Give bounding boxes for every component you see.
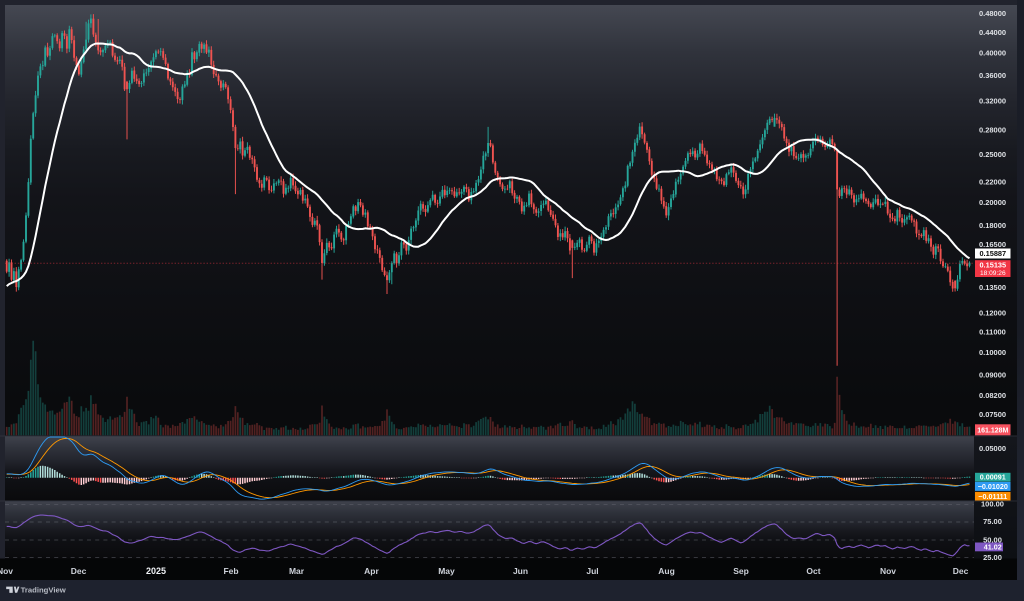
- svg-text:TradingView: TradingView: [21, 586, 66, 595]
- svg-text:Aug: Aug: [658, 566, 675, 576]
- svg-text:0.11000: 0.11000: [979, 327, 1006, 336]
- svg-text:−0.01111: −0.01111: [978, 492, 1007, 501]
- svg-text:75.00: 75.00: [983, 517, 1002, 526]
- svg-text:Jun: Jun: [513, 566, 528, 576]
- svg-text:41.02: 41.02: [984, 542, 1002, 551]
- svg-text:0.36000: 0.36000: [979, 71, 1006, 80]
- svg-text:0.07500: 0.07500: [979, 410, 1006, 419]
- svg-text:0.16500: 0.16500: [979, 240, 1006, 249]
- svg-text:0.13500: 0.13500: [979, 283, 1006, 292]
- svg-text:161.128M: 161.128M: [977, 427, 1008, 434]
- svg-text:0.10000: 0.10000: [979, 348, 1006, 357]
- svg-text:0.48000: 0.48000: [979, 9, 1006, 18]
- svg-text:0.22000: 0.22000: [979, 178, 1006, 187]
- svg-text:0.28000: 0.28000: [979, 126, 1006, 135]
- svg-text:0.44000: 0.44000: [979, 28, 1006, 37]
- svg-text:Sep: Sep: [733, 566, 749, 576]
- svg-text:Oct: Oct: [806, 566, 820, 576]
- svg-text:2025: 2025: [146, 566, 166, 576]
- svg-text:0.00091: 0.00091: [980, 473, 1006, 482]
- svg-text:0.25000: 0.25000: [979, 150, 1006, 159]
- svg-text:May: May: [438, 566, 455, 576]
- svg-text:Apr: Apr: [364, 566, 379, 576]
- svg-text:Nov: Nov: [0, 566, 13, 576]
- svg-text:Jul: Jul: [586, 566, 598, 576]
- svg-text:0.12000: 0.12000: [979, 309, 1006, 318]
- svg-text:Dec: Dec: [953, 566, 969, 576]
- svg-text:0.18000: 0.18000: [979, 221, 1006, 230]
- svg-text:50.00: 50.00: [983, 536, 1002, 545]
- svg-text:Feb: Feb: [223, 566, 238, 576]
- svg-text:0.08200: 0.08200: [979, 391, 1006, 400]
- svg-text:25.00: 25.00: [983, 553, 1002, 562]
- svg-text:0.20000: 0.20000: [979, 198, 1006, 207]
- svg-text:0.32000: 0.32000: [979, 97, 1006, 106]
- svg-text:0.09000: 0.09000: [979, 371, 1006, 380]
- svg-text:Nov: Nov: [880, 566, 896, 576]
- svg-text:0.15887: 0.15887: [979, 249, 1006, 258]
- svg-text:0.40000: 0.40000: [979, 49, 1006, 58]
- svg-text:18:09:26: 18:09:26: [980, 270, 1006, 277]
- svg-text:0.15135: 0.15135: [979, 260, 1006, 269]
- svg-text:Dec: Dec: [71, 566, 87, 576]
- svg-text:Mar: Mar: [289, 566, 305, 576]
- svg-text:100.00: 100.00: [981, 499, 1004, 508]
- svg-text:0.05000: 0.05000: [979, 444, 1006, 453]
- svg-text:−0.01020: −0.01020: [978, 482, 1008, 491]
